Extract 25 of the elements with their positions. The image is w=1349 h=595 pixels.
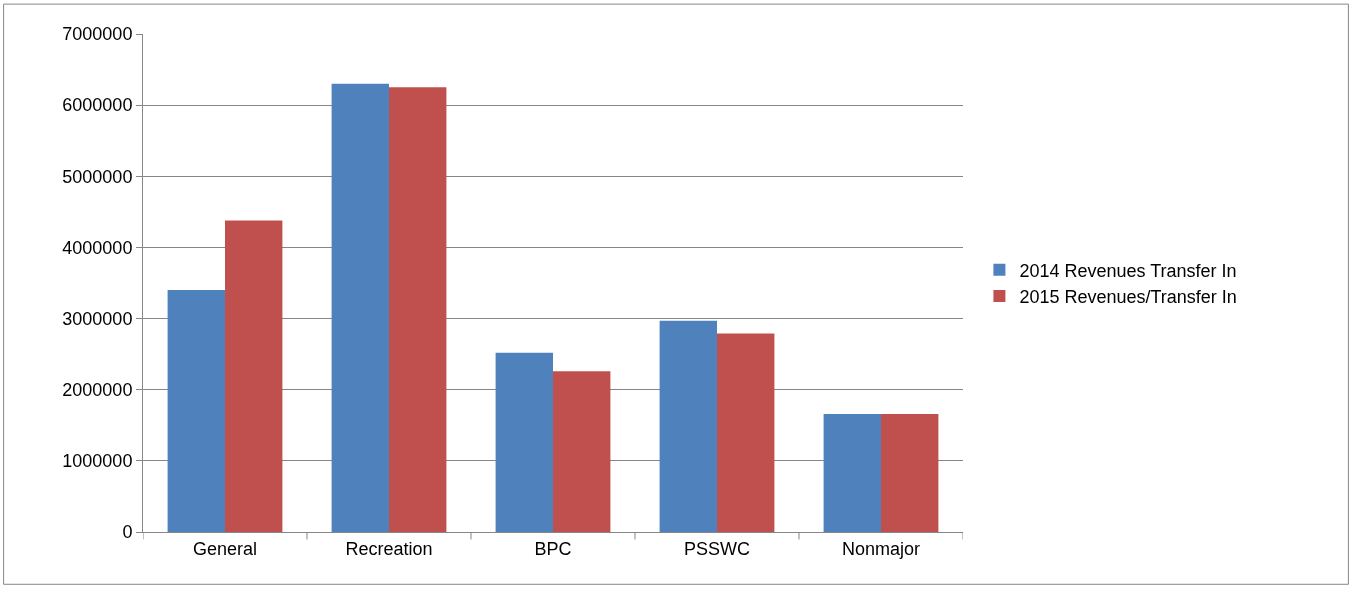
bar <box>331 83 389 532</box>
legend-label: 2014 Revenues Transfer In <box>1019 260 1237 281</box>
bar <box>717 333 775 532</box>
y-tick-label: 2000000 <box>62 380 133 401</box>
bar <box>823 413 881 532</box>
y-tick-label: 6000000 <box>62 95 133 116</box>
y-tick-label: 0 <box>122 522 133 543</box>
bar <box>389 87 447 532</box>
y-tick-label: 7000000 <box>62 24 133 45</box>
bar <box>167 290 225 532</box>
x-tick-label: PSSWC <box>683 538 751 559</box>
bar <box>659 320 717 532</box>
y-tick-label: 4000000 <box>62 237 133 258</box>
y-tick-label: 1000000 <box>62 451 133 472</box>
y-tick-label: 3000000 <box>62 308 133 329</box>
bar <box>495 352 553 532</box>
x-tick-label: Recreation <box>345 538 433 559</box>
bar <box>225 220 283 532</box>
bar <box>881 413 939 532</box>
x-tick-label: BPC <box>534 538 572 559</box>
legend-label: 2015 Revenues/Transfer In <box>1019 287 1237 308</box>
bar <box>553 371 611 532</box>
y-tick-label: 5000000 <box>62 166 133 187</box>
x-tick-label: General <box>192 538 258 559</box>
x-tick-label: Nonmajor <box>841 538 921 559</box>
